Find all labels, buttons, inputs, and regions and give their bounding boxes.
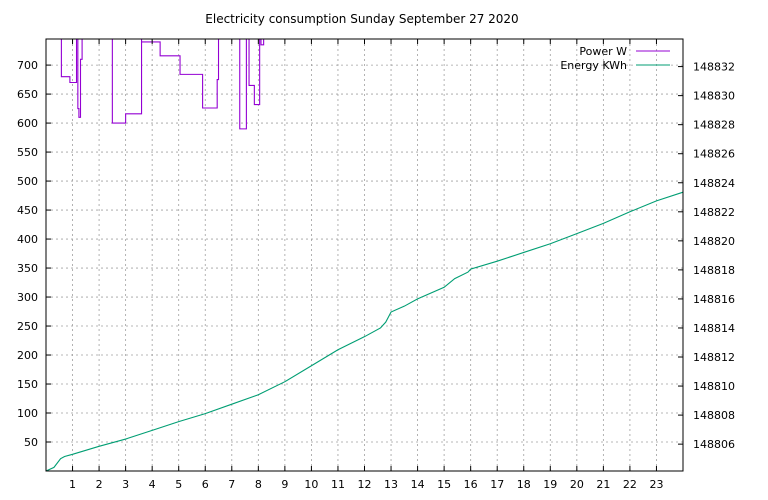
y-right-tick-label: 148810 [693, 380, 735, 393]
x-tick-label: 18 [517, 478, 531, 491]
y-right-tick-label: 148822 [693, 206, 735, 219]
y-right-tick-label: 148806 [693, 438, 735, 451]
x-tick-label: 2 [96, 478, 103, 491]
y-right-tick-label: 148830 [693, 90, 735, 103]
y-left-tick-label: 50 [24, 436, 38, 449]
series-line-energy-kwh [45, 191, 684, 472]
y-right-tick-label: 148818 [693, 264, 735, 277]
x-tick-label: 22 [623, 478, 637, 491]
y-right-tick-label: 148812 [693, 351, 735, 364]
y-left-tick-label: 450 [17, 204, 38, 217]
x-tick-label: 15 [437, 478, 451, 491]
x-tick-label: 1 [69, 478, 76, 491]
y-right-tick-label: 148832 [693, 61, 735, 74]
x-tick-label: 14 [411, 478, 425, 491]
x-tick-label: 11 [331, 478, 345, 491]
y-right-tick-label: 148828 [693, 119, 735, 132]
y-left-tick-label: 550 [17, 146, 38, 159]
series-layer [45, 38, 684, 472]
x-tick-label: 16 [464, 478, 478, 491]
x-tick-label: 17 [490, 478, 504, 491]
x-tick-label: 19 [543, 478, 557, 491]
x-tick-label: 3 [122, 478, 129, 491]
x-tick-label: 10 [304, 478, 318, 491]
legend-label: Energy KWh [560, 59, 627, 72]
y-left-tick-label: 300 [17, 291, 38, 304]
y-left-tick-label: 200 [17, 349, 38, 362]
y-left-tick-label: 150 [17, 378, 38, 391]
y-left-tick-label: 650 [17, 88, 38, 101]
y-left-tick-label: 500 [17, 175, 38, 188]
x-tick-label: 20 [570, 478, 584, 491]
y-left-tick-label: 250 [17, 320, 38, 333]
series-line-power-w [60, 38, 265, 130]
y-right-tick-label: 148820 [693, 235, 735, 248]
chart-title: Electricity consumption Sunday September… [205, 12, 518, 26]
y-left-tick-label: 400 [17, 233, 38, 246]
x-tick-label: 4 [149, 478, 156, 491]
x-tick-label: 9 [281, 478, 288, 491]
y-left-tick-label: 700 [17, 59, 38, 72]
y-right-tick-label: 148816 [693, 293, 735, 306]
y-right-tick-label: 148808 [693, 409, 735, 422]
y-right-tick-label: 148824 [693, 177, 735, 190]
y-right-tick-label: 148814 [693, 322, 735, 335]
x-tick-label: 13 [384, 478, 398, 491]
axis-ticks: 1 2 3 4 5 6 7 8 9 10 11 12 13 14 15 16 17 18 19 20 21 22 23501… [17, 39, 735, 491]
x-tick-label: 8 [255, 478, 262, 491]
x-tick-label: 5 [175, 478, 182, 491]
y-left-tick-label: 350 [17, 262, 38, 275]
x-tick-label: 12 [358, 478, 372, 491]
x-tick-label: 21 [596, 478, 610, 491]
y-left-tick-label: 100 [17, 407, 38, 420]
x-tick-label: 23 [649, 478, 663, 491]
x-tick-label: 6 [202, 478, 209, 491]
grid-lines [46, 39, 683, 471]
legend-label: Power W [579, 45, 627, 58]
y-right-tick-label: 148826 [693, 148, 735, 161]
x-tick-label: 7 [228, 478, 235, 491]
y-left-tick-label: 600 [17, 117, 38, 130]
